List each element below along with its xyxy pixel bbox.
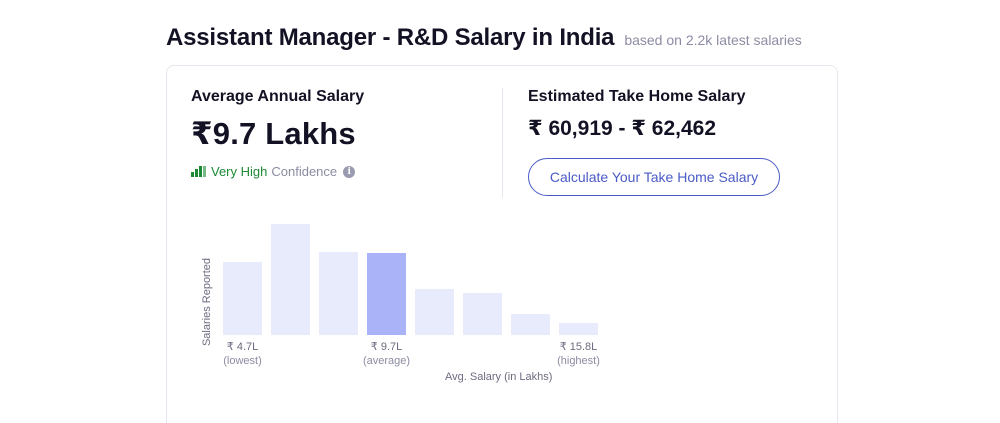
section-divider [502, 88, 503, 198]
salary-distribution-chart: Salaries Reported ₹ 4.7L (lowest) ₹ 9.7L (a… [167, 216, 839, 423]
chart-bar [511, 313, 550, 335]
x-tick-value: ₹ 9.7L [370, 341, 403, 353]
x-tick-value: ₹ 4.7L [226, 341, 259, 353]
chart-bar [463, 293, 502, 335]
x-axis-label: Avg. Salary (in Lakhs) [445, 371, 553, 383]
y-axis-label: Salaries Reported [201, 257, 213, 347]
confidence-level: Very High [211, 164, 268, 179]
x-tick-label: ₹ 9.7L (average) [357, 340, 417, 368]
chart-bar [367, 252, 406, 335]
x-tick-value: ₹ 15.8L [559, 341, 598, 353]
take-home-label: Estimated Take Home Salary [528, 88, 746, 105]
page-subtitle: based on 2.2k latest salaries [624, 32, 802, 48]
x-tick-note: (highest) [557, 355, 600, 367]
x-tick-note: (lowest) [223, 355, 262, 367]
info-icon[interactable]: i [343, 165, 356, 178]
take-home-range: ₹ 60,919 - ₹ 62,462 [528, 117, 717, 140]
confidence-indicator: Very High Confidence i [191, 164, 364, 179]
x-tick-label: ₹ 15.8L (highest) [549, 340, 609, 368]
chart-bar [319, 251, 358, 335]
x-tick-label: ₹ 4.7L (lowest) [213, 340, 273, 368]
chart-bar [415, 288, 454, 335]
average-salary-label: Average Annual Salary [191, 88, 365, 105]
heading-row: Assistant Manager - R&D Salary in India … [166, 24, 802, 52]
chart-bar [223, 262, 262, 335]
x-tick-note: (average) [362, 355, 411, 367]
chart-bar [559, 323, 598, 335]
page-title: Assistant Manager - R&D Salary in India [166, 24, 615, 51]
calculate-take-home-button[interactable]: Calculate Your Take Home Salary [528, 158, 780, 196]
salary-card: Average Annual Salary ₹9.7 Lakhs Very Hi… [166, 65, 838, 423]
signal-bars-icon [191, 166, 206, 177]
chart-bars [223, 216, 603, 335]
average-salary-section: Average Annual Salary ₹9.7 Lakhs Very Hi… [191, 88, 364, 179]
confidence-label: Confidence [271, 164, 338, 179]
take-home-section: Estimated Take Home Salary ₹ 60,919 - ₹ … [528, 88, 780, 196]
average-salary-value: ₹9.7 Lakhs [191, 116, 356, 151]
chart-bar [271, 224, 310, 335]
